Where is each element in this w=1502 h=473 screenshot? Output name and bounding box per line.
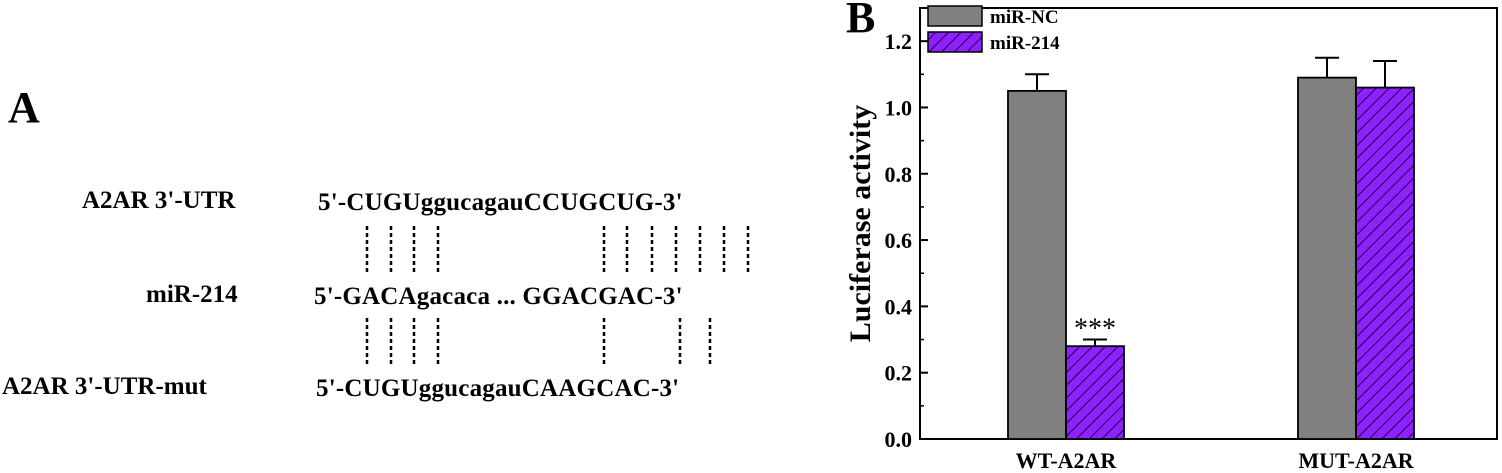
y-tick-label: 1.2: [885, 29, 913, 54]
y-tick-label: 0.8: [885, 162, 913, 187]
legend-swatch: [927, 5, 983, 27]
panel-a-letter: A: [8, 83, 40, 132]
y-tick-label: 0.0: [885, 427, 913, 452]
row-label-utr: A2AR 3'-UTR: [82, 187, 236, 214]
legend-swatch: [927, 31, 983, 53]
y-tick-label: 0.4: [885, 294, 913, 319]
y-tick-label: 0.6: [885, 228, 913, 253]
sequence-utr: 5'-CUGUggucagauCCUGCUG-3': [318, 189, 683, 216]
sequence-mir214: 5'-GACAgacaca ... GGACGAC-3': [314, 283, 683, 310]
significance-annotation: ***: [1074, 314, 1116, 345]
x-tick-label: WT-A2AR: [1016, 448, 1118, 473]
panel-b-letter: B: [846, 0, 876, 42]
x-tick-label: MUT-A2AR: [1298, 448, 1414, 473]
row-label-mir214: miR-214: [146, 281, 238, 308]
legend-label: miR-NC: [990, 7, 1059, 28]
y-tick-label: 1.0: [885, 95, 913, 120]
y-tick-label: 0.2: [885, 361, 913, 386]
y-axis-label: Luciferase activity: [844, 105, 877, 342]
bar-mir-214-mut-a2ar: [1355, 86, 1415, 440]
legend-label: miR-214: [990, 33, 1060, 54]
bar-mir-nc-mut-a2ar: [1297, 76, 1357, 440]
bar-mir-nc-wt-a2ar: [1007, 89, 1067, 440]
bar-mir-214-wt-a2ar: [1065, 345, 1125, 440]
plot-frame: [919, 7, 1498, 440]
sequence-utr-mut: 5'-CUGUggucagauCAAGCAC-3': [316, 375, 680, 402]
row-label-utr-mut: A2AR 3'-UTR-mut: [2, 373, 207, 400]
